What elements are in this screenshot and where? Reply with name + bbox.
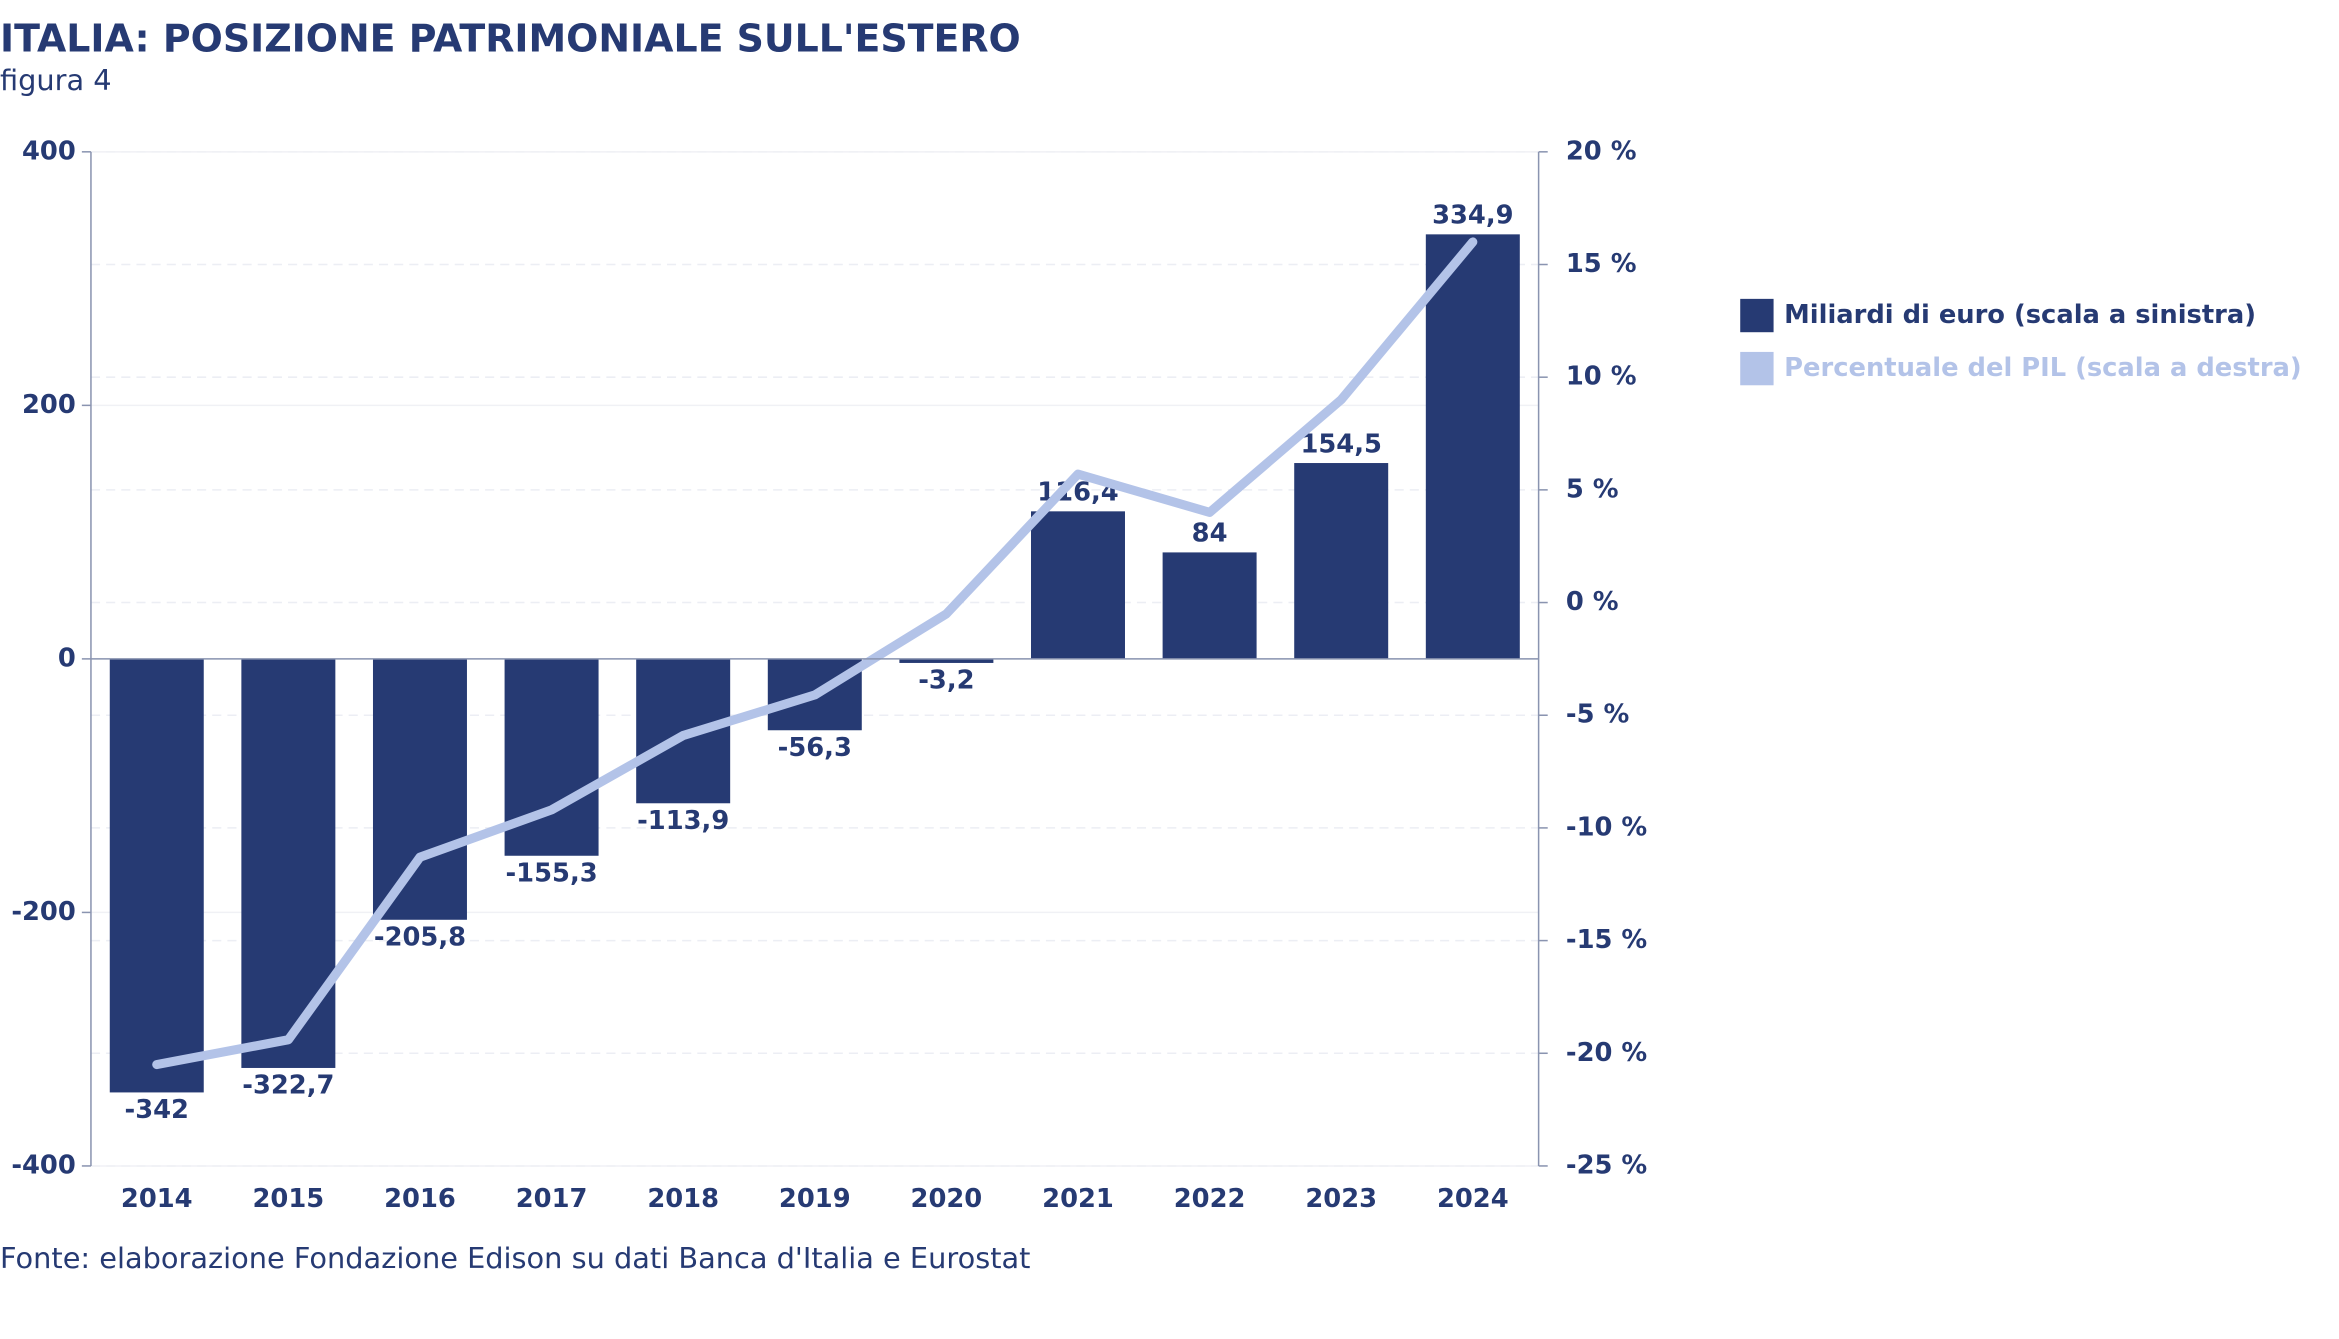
y2-tick-label: -20 % <box>1566 1038 1647 1068</box>
bar <box>241 658 336 1068</box>
bar <box>109 658 204 1093</box>
bar <box>1031 511 1125 659</box>
bar <box>372 658 467 920</box>
y-tick-label: 200 <box>22 390 76 420</box>
data-label: 154,5 <box>1300 429 1381 459</box>
bar <box>899 658 994 663</box>
x-tick-label: 2022 <box>1174 1184 1246 1214</box>
x-tick-label: 2016 <box>384 1184 456 1214</box>
data-label: -205,8 <box>374 922 466 952</box>
y-tick-label: 0 <box>58 643 76 673</box>
x-tick-label: 2017 <box>516 1184 588 1214</box>
x-tick-label: 2023 <box>1305 1184 1377 1214</box>
y2-tick-label: -5 % <box>1566 700 1629 730</box>
chart-subtitle: figura 4 <box>0 63 112 97</box>
x-tick-label: 2015 <box>253 1184 325 1214</box>
y-tick-label: -400 <box>11 1150 75 1180</box>
data-label: -155,3 <box>506 858 598 888</box>
x-tick-label: 2020 <box>911 1184 983 1214</box>
data-label: 334,9 <box>1432 201 1513 231</box>
legend-swatch <box>1740 298 1774 333</box>
y-tick-label: 400 <box>22 136 76 166</box>
y2-tick-label: 15 % <box>1566 249 1637 279</box>
data-label: -342 <box>125 1095 189 1125</box>
y-tick-label: -200 <box>11 897 75 927</box>
x-tick-label: 2021 <box>1042 1184 1114 1214</box>
data-label: -322,7 <box>242 1071 334 1101</box>
legend-label: Percentuale del PIL (scala a destra) <box>1784 353 2302 383</box>
y2-tick-label: 0 % <box>1566 587 1619 617</box>
y2-tick-label: 20 % <box>1566 136 1637 166</box>
y2-tick-label: -10 % <box>1566 812 1647 842</box>
bar <box>1294 463 1389 659</box>
y2-tick-label: -25 % <box>1566 1150 1647 1180</box>
chart-title: ITALIA: POSIZIONE PATRIMONIALE SULL'ESTE… <box>0 17 1021 61</box>
y2-tick-label: -15 % <box>1566 925 1647 955</box>
x-tick-label: 2018 <box>647 1184 719 1214</box>
bar <box>1425 234 1520 659</box>
line <box>152 237 1478 1070</box>
data-label: -56,3 <box>778 733 852 763</box>
bar <box>1162 552 1257 659</box>
legend-label: Miliardi di euro (scala a sinistra) <box>1784 300 2256 330</box>
x-tick-label: 2014 <box>121 1184 193 1214</box>
y2-tick-label: 10 % <box>1566 362 1637 392</box>
x-tick-label: 2019 <box>779 1184 851 1214</box>
legend-swatch <box>1740 351 1774 386</box>
data-label: 84 <box>1192 519 1228 549</box>
x-tick-label: 2024 <box>1437 1184 1509 1214</box>
data-label: -3,2 <box>918 666 974 696</box>
y2-tick-label: 5 % <box>1566 474 1619 504</box>
source-note: Fonte: elaborazione Fondazione Edison su… <box>0 1241 1030 1275</box>
data-label: -113,9 <box>637 806 729 836</box>
